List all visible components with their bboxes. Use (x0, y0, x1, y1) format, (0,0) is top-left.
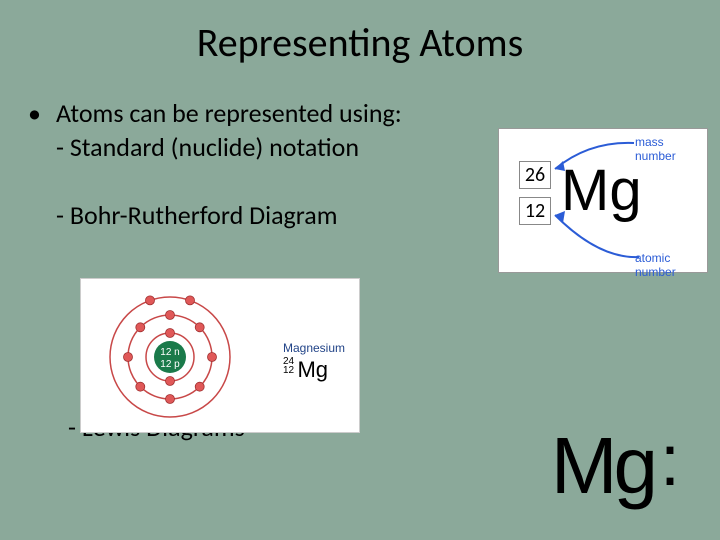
line-intro: Atoms can be represented using: (56, 97, 402, 129)
bullet-icon: • (28, 97, 56, 129)
lewis-symbol: Mg (551, 421, 654, 510)
slide-title: Representing Atoms (0, 0, 720, 77)
nucleus-protons: 12 p (160, 359, 180, 370)
bohr-element-name: Magnesium (283, 341, 345, 355)
bohr-svg: 12 n 12 p (85, 281, 255, 431)
nucleus-neutrons: 12 n (160, 347, 179, 358)
bohr-element-symbol: Mg (297, 357, 328, 382)
bullet-row: • Atoms can be represented using: (28, 97, 720, 129)
bohr-rutherford-diagram: 12 n 12 p Magnesium 2412 Mg (80, 278, 360, 433)
nuclide-notation-diagram: 26 12 Mg mass number atomic number (498, 128, 708, 273)
bohr-element-label: Magnesium 2412 Mg (283, 341, 345, 383)
lewis-diagram: Mg: (551, 420, 670, 512)
mass-number-label: mass number (635, 135, 707, 163)
bohr-mass-z: 2412 (283, 357, 294, 375)
atomic-number-label: atomic number (635, 251, 707, 279)
lewis-dots: : (660, 421, 676, 501)
